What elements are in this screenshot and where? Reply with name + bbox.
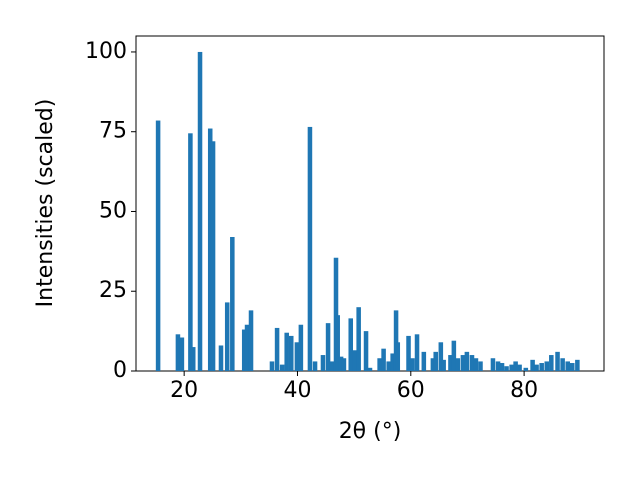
bar xyxy=(333,257,339,371)
bar xyxy=(294,342,300,371)
bar xyxy=(348,318,354,371)
bar xyxy=(386,361,391,371)
bar xyxy=(190,347,196,371)
bar xyxy=(499,363,505,371)
bar xyxy=(390,353,395,371)
bar xyxy=(549,355,554,371)
bar xyxy=(473,358,479,371)
bar xyxy=(469,355,475,371)
bar xyxy=(414,334,420,371)
bar xyxy=(544,361,550,371)
bar xyxy=(438,342,444,371)
y-tick-label: 0 xyxy=(113,358,127,383)
x-tick-label: 20 xyxy=(170,378,198,403)
bar xyxy=(430,358,436,371)
bar xyxy=(248,310,254,371)
bar xyxy=(312,361,318,371)
bar xyxy=(441,359,446,371)
bar xyxy=(274,327,280,371)
y-tick-label: 25 xyxy=(99,278,127,303)
bar xyxy=(455,358,461,371)
bar xyxy=(155,120,161,371)
bar xyxy=(298,324,304,371)
bar xyxy=(279,364,285,371)
bar xyxy=(307,126,313,371)
bar xyxy=(367,367,373,371)
bar xyxy=(406,335,411,371)
bar xyxy=(539,363,544,371)
bar xyxy=(218,345,224,371)
bar xyxy=(464,351,470,371)
bar xyxy=(495,361,501,371)
y-tick-label: 50 xyxy=(99,198,127,223)
bar xyxy=(210,141,216,371)
x-tick-label: 80 xyxy=(510,378,538,403)
bar xyxy=(523,367,529,371)
bar xyxy=(570,363,575,371)
bar xyxy=(451,340,457,371)
bar xyxy=(460,355,466,371)
bar xyxy=(504,366,509,371)
bar xyxy=(244,324,250,371)
bar xyxy=(575,359,580,371)
x-tick-label: 60 xyxy=(397,378,425,403)
bar xyxy=(175,334,181,371)
bar xyxy=(179,337,185,371)
bar xyxy=(377,358,382,371)
bar xyxy=(381,348,386,371)
bar xyxy=(517,364,522,371)
bar xyxy=(448,355,453,371)
bar xyxy=(329,361,335,371)
bar xyxy=(335,315,340,371)
bar xyxy=(288,335,294,371)
bar xyxy=(555,351,560,371)
bar xyxy=(478,361,483,371)
bar xyxy=(284,332,289,371)
y-tick-label: 100 xyxy=(85,39,127,64)
bar xyxy=(534,364,539,371)
bar xyxy=(393,310,399,371)
bar xyxy=(363,331,369,371)
bar xyxy=(341,358,347,371)
bar xyxy=(269,361,275,371)
bar xyxy=(410,358,415,371)
bar xyxy=(395,342,401,371)
bar xyxy=(338,356,344,371)
bar xyxy=(230,237,235,371)
bar xyxy=(433,351,438,371)
bar xyxy=(241,329,247,371)
bar xyxy=(320,355,326,371)
bar xyxy=(490,358,496,371)
bar xyxy=(530,359,535,371)
bar xyxy=(509,364,514,371)
x-tick-label: 40 xyxy=(283,378,311,403)
bar xyxy=(356,307,361,371)
bar xyxy=(513,361,518,371)
x-axis-label: 2θ (°) xyxy=(339,419,402,444)
bar xyxy=(421,351,427,371)
bar xyxy=(197,51,203,371)
bar xyxy=(188,133,193,371)
bar xyxy=(325,323,331,371)
bar xyxy=(560,358,565,371)
bar xyxy=(352,350,357,371)
y-tick-label: 75 xyxy=(99,119,127,144)
bar xyxy=(224,302,230,371)
bar xyxy=(207,128,213,371)
axes-frame xyxy=(135,35,605,372)
y-axis-label: Intensities (scaled) xyxy=(33,99,58,308)
bar xyxy=(565,361,571,371)
